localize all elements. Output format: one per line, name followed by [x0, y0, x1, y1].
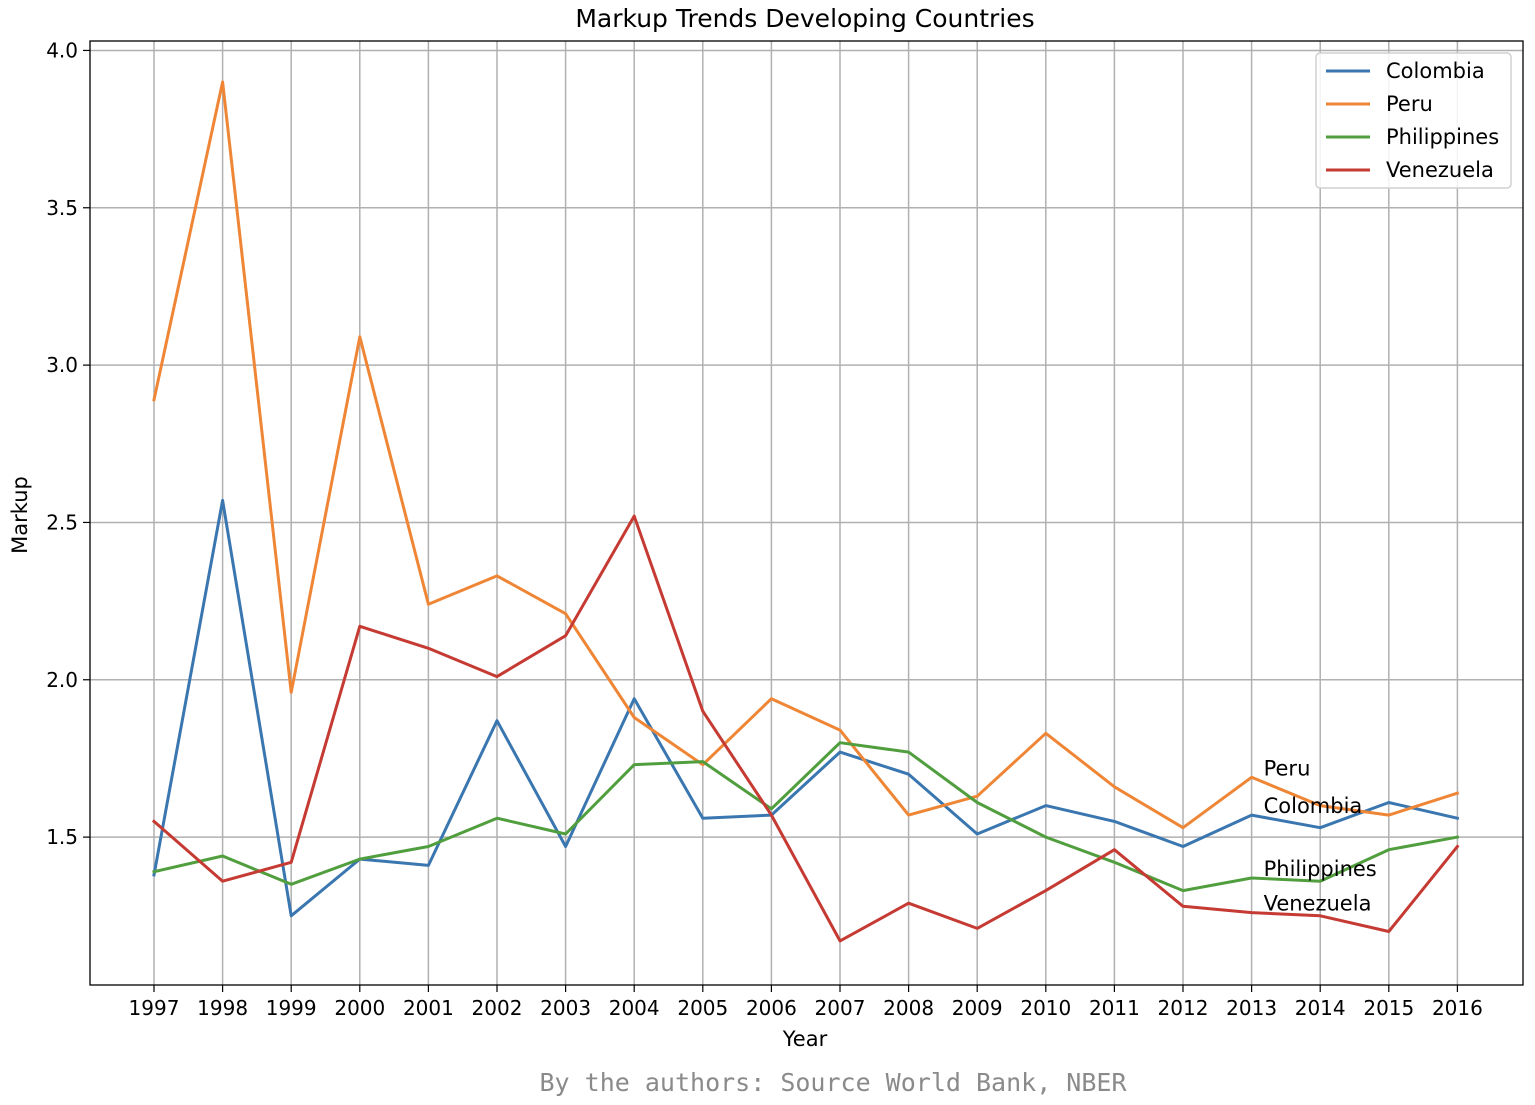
y-tick-label: 3.0 — [46, 353, 78, 377]
series-line-colombia — [152, 498, 1460, 918]
x-tick-label: 1999 — [266, 996, 317, 1020]
x-tick-label: 2016 — [1432, 996, 1483, 1020]
axis-ticks: 1997 1998 1999 2000 2001 2002 2003 2004 2005 2006… — [46, 38, 1483, 1020]
x-tick-label: 2008 — [883, 996, 934, 1020]
x-tick-label: 2015 — [1363, 996, 1414, 1020]
x-tick-label: 2000 — [334, 996, 385, 1020]
x-tick-label: 2010 — [1020, 996, 1071, 1020]
y-tick-label: 4.0 — [46, 38, 78, 62]
x-tick-label: 2006 — [746, 996, 797, 1020]
series-line-philippines — [152, 741, 1460, 893]
x-tick-label: 2005 — [677, 996, 728, 1020]
x-tick-label: 1998 — [197, 996, 248, 1020]
legend-box — [1315, 52, 1512, 189]
x-tick-label: 2009 — [952, 996, 1003, 1020]
annotation-label: Venezuela — [1264, 892, 1372, 916]
annotations: Peru Colombia Philippines Venezuela — [1264, 756, 1377, 915]
chart-title: Markup Trends Developing Countries — [575, 4, 1034, 33]
legend-label-venezuela: Venezuela — [1386, 158, 1494, 182]
source-note: By the authors: Source World Bank, NBER — [540, 1068, 1128, 1097]
legend-label-peru: Peru — [1386, 92, 1433, 116]
legend-label-colombia: Colombia — [1386, 59, 1485, 83]
x-tick-label: 2004 — [609, 996, 660, 1020]
x-tick-label: 1997 — [129, 996, 180, 1020]
x-tick-label: 2003 — [540, 996, 591, 1020]
x-tick-label: 2001 — [403, 996, 454, 1020]
x-tick-label: 2014 — [1295, 996, 1346, 1020]
x-axis-label: Year — [782, 1027, 828, 1051]
legend: Colombia Peru Philippines Venezuela — [1315, 52, 1512, 189]
x-tick-label: 2007 — [815, 996, 866, 1020]
plot-area-frame — [89, 40, 1524, 986]
series-line-venezuela — [151, 514, 1460, 943]
annotation-label: Peru — [1264, 756, 1311, 780]
x-tick-label: 2012 — [1158, 996, 1209, 1020]
legend-label-philippines: Philippines — [1386, 125, 1499, 149]
y-tick-label: 2.5 — [46, 510, 78, 534]
grid-lines — [90, 41, 1523, 985]
x-tick-label: 2011 — [1089, 996, 1140, 1020]
y-tick-label: 3.5 — [46, 196, 78, 220]
annotation-label: Colombia — [1264, 794, 1363, 818]
series-line-peru — [152, 80, 1460, 830]
y-tick-label: 2.0 — [46, 668, 78, 692]
annotation-label: Philippines — [1264, 857, 1377, 881]
x-tick-label: 2002 — [472, 996, 523, 1020]
y-axis-label: Markup — [8, 476, 32, 554]
y-tick-label: 1.5 — [46, 825, 78, 849]
x-tick-label: 2013 — [1226, 996, 1277, 1020]
series-lines — [151, 80, 1460, 943]
